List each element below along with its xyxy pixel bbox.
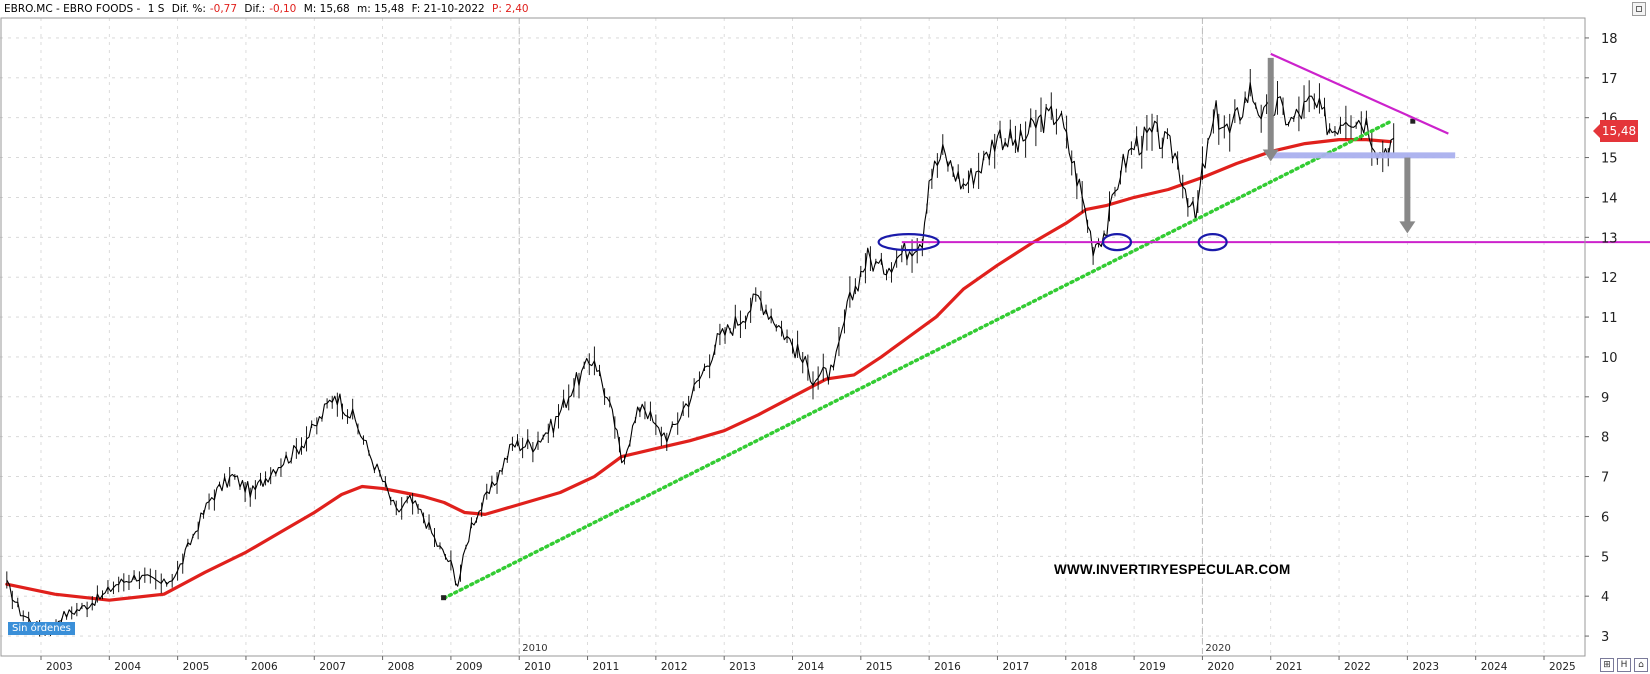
x-tick-label: 2010 [524,661,551,673]
y-tick-label: 14 [1601,191,1618,206]
dif-label: Dif.: [244,3,266,15]
min-label: m: 15,48 [357,3,405,15]
arrow-head [1262,149,1279,162]
x-tick-label: 2024 [1481,661,1508,673]
moving-average-line [5,138,1392,602]
support-touch-circle [1101,232,1133,252]
x-tick-label: 2021 [1276,661,1303,673]
max-label: M: 15,68 [303,3,350,15]
moving-average-series [5,138,1392,602]
support-zone [1270,152,1456,159]
h-icon[interactable]: H [1617,658,1631,672]
arrow-shaft [1404,157,1411,224]
price-series [6,68,1395,637]
x-tick-label: 2014 [798,661,825,673]
y-tick-label: 6 [1601,510,1609,525]
trendline-anchor [1410,118,1416,124]
y-tick-label: 10 [1601,351,1618,366]
y-tick-label: 5 [1601,550,1609,565]
status-badge[interactable]: Sin órdenes [8,622,75,635]
date-label: F: 21-10-2022 [411,3,485,15]
y-tick-label: 12 [1601,271,1618,286]
x-tick-label: 2022 [1344,661,1371,673]
chart-axes: 3456789101112131415161718200320042005200… [0,17,1618,673]
home-icon[interactable]: ⌂ [1634,658,1648,672]
year-markers: 2010 2020 [518,18,1231,656]
year-marker-label: 2020 [1205,643,1230,654]
x-tick-label: 2016 [934,661,961,673]
dotted-trendline [442,119,1393,600]
grid-icon[interactable]: ⊞ [1600,658,1614,672]
bottom-toolbar: ⊞ H ⌂ [1600,658,1648,672]
dif-pct-value: -0,77 [209,3,238,15]
x-tick-label: 2004 [114,661,141,673]
y-tick-label: 17 [1601,72,1618,87]
support-touch-circle [877,232,940,252]
x-tick-label: 2003 [46,661,73,673]
timeframe-label: 1 S [147,3,165,15]
support-touch-circle [1197,232,1228,252]
x-tick-label: 2017 [1002,661,1029,673]
x-tick-label: 2006 [251,661,278,673]
y-tick-label: 3 [1601,630,1609,645]
x-tick-label: 2025 [1549,661,1576,673]
price-line [6,82,1394,635]
chart-annotations [441,52,1650,601]
y-tick-label: 7 [1601,471,1609,486]
x-tick-label: 2013 [729,661,756,673]
dif-pct-label: Dif. %: [171,3,206,15]
symbol-label: EBRO.MC - EBRO FOODS - [4,3,141,15]
x-tick-label: 2019 [1139,661,1166,673]
trendline-anchor [441,595,447,601]
x-tick-label: 2009 [456,661,483,673]
x-tick-label: 2020 [1207,661,1234,673]
y-tick-label: 13 [1601,231,1618,246]
year-marker-label: 2010 [522,643,547,654]
arrow-shaft [1267,57,1274,152]
chart-header: EBRO.MC - EBRO FOODS - 1 S Dif. %: -0,77 … [4,3,533,15]
y-tick-label: 18 [1601,32,1618,47]
chart-grid [0,18,1585,656]
maximize-icon[interactable] [1632,2,1646,16]
y-tick-label: 9 [1601,391,1609,406]
watermark: WWW.INVERTIRYESPECULAR.COM [1054,562,1291,577]
x-tick-label: 2011 [593,661,620,673]
arrow-head [1399,221,1416,234]
resistance-line [1270,52,1449,135]
y-tick-label: 4 [1601,590,1609,605]
p-label: P: 2,40 [492,3,529,15]
last-price-tag: 15,48 [1593,120,1638,142]
x-tick-label: 2012 [661,661,688,673]
x-tick-label: 2023 [1412,661,1439,673]
x-tick-label: 2007 [319,661,346,673]
dif-value: -0,10 [269,3,297,15]
x-tick-label: 2008 [388,661,415,673]
x-tick-label: 2015 [866,661,893,673]
y-tick-label: 8 [1601,431,1609,446]
y-tick-label: 11 [1601,311,1618,326]
x-tick-label: 2018 [1071,661,1098,673]
x-tick-label: 2005 [183,661,210,673]
plot-frame [0,17,1586,657]
y-tick-label: 15 [1601,152,1618,167]
